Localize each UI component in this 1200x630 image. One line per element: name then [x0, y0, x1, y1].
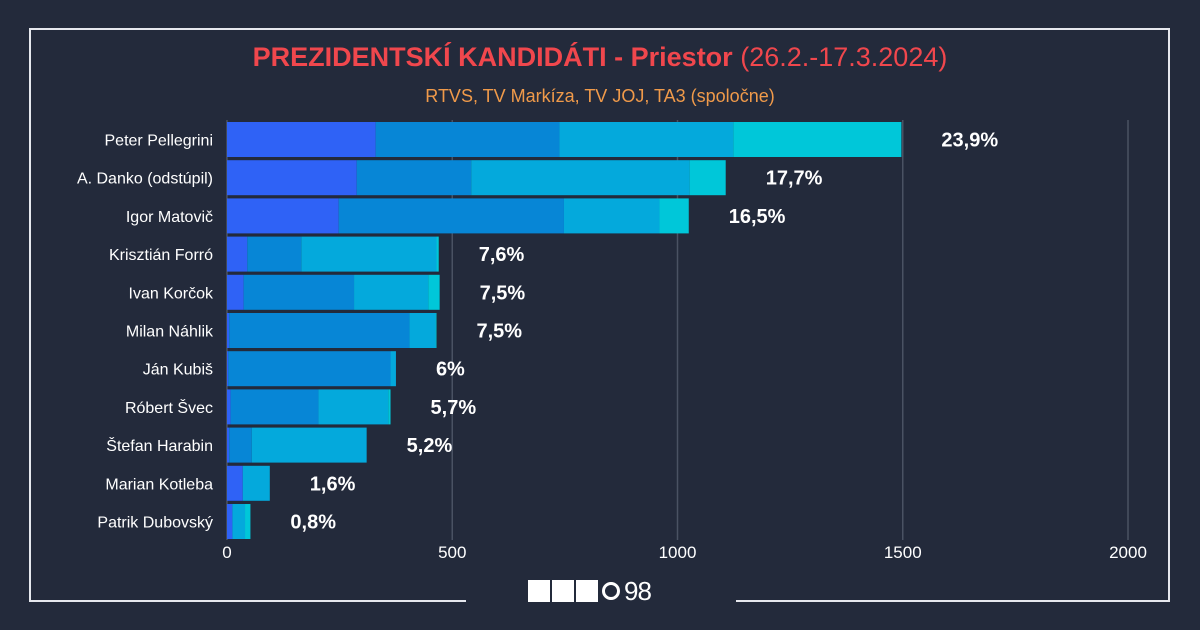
bar-segment [428, 274, 440, 310]
title-dates: (26.2.-17.3.2024) [740, 42, 948, 72]
x-tick-label: 1000 [659, 543, 697, 562]
bar-segment [733, 122, 902, 157]
bar-segment [563, 198, 660, 234]
bar-segment [409, 313, 436, 348]
bar-segment [230, 389, 319, 425]
bar-segment [436, 236, 439, 272]
category-label: Róbert Švec [125, 398, 213, 417]
bar-segment [232, 504, 246, 539]
logo-block-m2 [576, 580, 598, 602]
bar-segment [435, 313, 437, 348]
x-tick-label: 1500 [884, 543, 922, 562]
category-label: Marian Kotleba [105, 476, 213, 493]
bar-segment [471, 160, 690, 196]
logo-block-e [552, 580, 574, 602]
bar-segment [227, 160, 357, 196]
data-label: 6% [436, 359, 465, 381]
data-label: 5,2% [407, 435, 453, 457]
category-label: Milan Náhlik [126, 324, 214, 341]
bar-segment [356, 160, 472, 196]
frame-gap [466, 598, 736, 608]
category-label: Peter Pellegrini [105, 133, 214, 150]
data-label: 7,6% [479, 244, 525, 266]
bar-segment [659, 198, 689, 234]
category-label: A. Danko (odstúpil) [77, 171, 213, 188]
bar-segment [338, 198, 564, 234]
logo-block-m1 [528, 580, 550, 602]
category-label: Patrik Dubovský [97, 515, 213, 532]
bar-segment [251, 427, 367, 463]
x-tick-label: 2000 [1109, 543, 1147, 562]
bar-segment [245, 504, 251, 539]
category-label: Krisztián Forró [109, 247, 213, 264]
title-main: PREZIDENTSKÍ KANDIDÁTI - Priestor [252, 42, 733, 72]
data-label: 1,6% [310, 473, 356, 495]
data-label: 17,7% [766, 168, 823, 190]
bar-segment [227, 236, 248, 272]
bar-segment [354, 274, 429, 310]
bar-segment [227, 351, 229, 387]
category-label: Ivan Korčok [129, 285, 214, 302]
bar-segment [227, 313, 230, 348]
bar-segment [301, 236, 437, 272]
bar-segment [388, 389, 391, 425]
bar-segment [227, 198, 339, 234]
bar-segment [227, 274, 244, 310]
data-label: 0,8% [290, 512, 336, 534]
data-label: 7,5% [480, 282, 526, 304]
bar-segment [559, 122, 734, 157]
data-label: 23,9% [941, 130, 998, 152]
bar-segment [243, 274, 355, 310]
bar-segment [318, 389, 389, 425]
bar-segment [390, 351, 396, 387]
bar-segment [247, 236, 302, 272]
x-tick-label: 0 [222, 543, 231, 562]
category-label: Štefan Harabin [106, 436, 213, 455]
bar-segment [689, 160, 726, 196]
logo-circle [602, 582, 620, 600]
chart-subtitle: RTVS, TV Markíza, TV JOJ, TA3 (spoločne) [425, 86, 775, 106]
chart-title: PREZIDENTSKÍ KANDIDÁTI - Priestor (26.2.… [0, 42, 1200, 73]
category-label: Igor Matovič [126, 209, 213, 226]
x-tick-label: 500 [438, 543, 466, 562]
memo98-logo: 98 [528, 575, 652, 606]
bar-segment [227, 389, 231, 425]
data-label: 5,7% [431, 397, 477, 419]
bar-segment [228, 351, 391, 387]
bar-segment [229, 427, 252, 463]
bar-segment [227, 122, 376, 157]
bar-segment [227, 504, 233, 539]
data-label: 16,5% [729, 206, 786, 228]
logo-text: 98 [624, 575, 652, 606]
data-label: 7,5% [476, 321, 522, 343]
bar-segment [375, 122, 560, 157]
category-label: Ján Kubiš [143, 362, 213, 379]
bar-segment [227, 465, 243, 501]
bar-segment [242, 465, 270, 501]
bar-segment [227, 427, 230, 463]
bar-segment [229, 313, 410, 348]
